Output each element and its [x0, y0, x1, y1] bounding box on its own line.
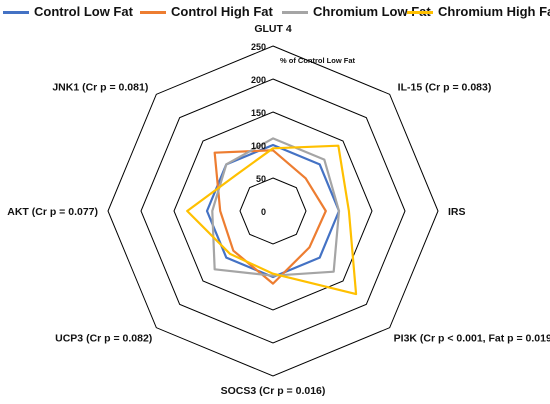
- radar-grid: [107, 45, 439, 377]
- axis-label: SOCS3 (Cr p = 0.016): [221, 385, 326, 397]
- grid-ring-200: [140, 78, 406, 344]
- legend-label: Control Low Fat: [34, 4, 133, 19]
- axis-label: IL-15 (Cr p = 0.083): [398, 81, 492, 93]
- tick-label: 0: [261, 207, 266, 217]
- legend-label: Chromium High Fat: [438, 4, 550, 19]
- tick-label: 50: [256, 174, 266, 184]
- legend-label: Chromium Low Fat: [313, 4, 431, 19]
- series-line-control-high-fat: [213, 149, 327, 285]
- radar-series: [186, 137, 358, 296]
- grid-ring-50: [239, 177, 307, 245]
- legend-swatch: [407, 11, 433, 14]
- series-line-control-low-fat: [205, 143, 341, 279]
- series-line-chromium-low-fat: [211, 137, 341, 277]
- tick-label: 200: [251, 75, 266, 85]
- legend-swatch: [140, 11, 166, 14]
- series-line-chromium-high-fat: [186, 144, 358, 296]
- axis-label: GLUT 4: [254, 23, 291, 35]
- grid-ring-250: [107, 45, 439, 377]
- tick-label: 250: [251, 42, 266, 52]
- radar-labels: 0 50 100 150 200 250 % of Control Low Fat GLUT …: [7, 23, 550, 397]
- tick-label: 100: [251, 141, 266, 151]
- tick-label: 150: [251, 108, 266, 118]
- legend-swatch: [282, 11, 308, 14]
- grid-ring-150: [173, 111, 373, 311]
- legend-swatch: [3, 11, 29, 14]
- axis-label: PI3K (Cr p < 0.001, Fat p = 0.019): [394, 333, 550, 345]
- axis-label: JNK1 (Cr p = 0.081): [52, 81, 148, 93]
- axis-label: AKT (Cr p = 0.077): [7, 206, 98, 218]
- axis-label: UCP3 (Cr p = 0.082): [55, 333, 152, 345]
- legend-label: Control High Fat: [171, 4, 273, 19]
- chart-legend: Control Low Fat Control High Fat Chromiu…: [0, 0, 550, 22]
- unit-label: % of Control Low Fat: [280, 56, 355, 65]
- axis-label: IRS: [448, 206, 466, 218]
